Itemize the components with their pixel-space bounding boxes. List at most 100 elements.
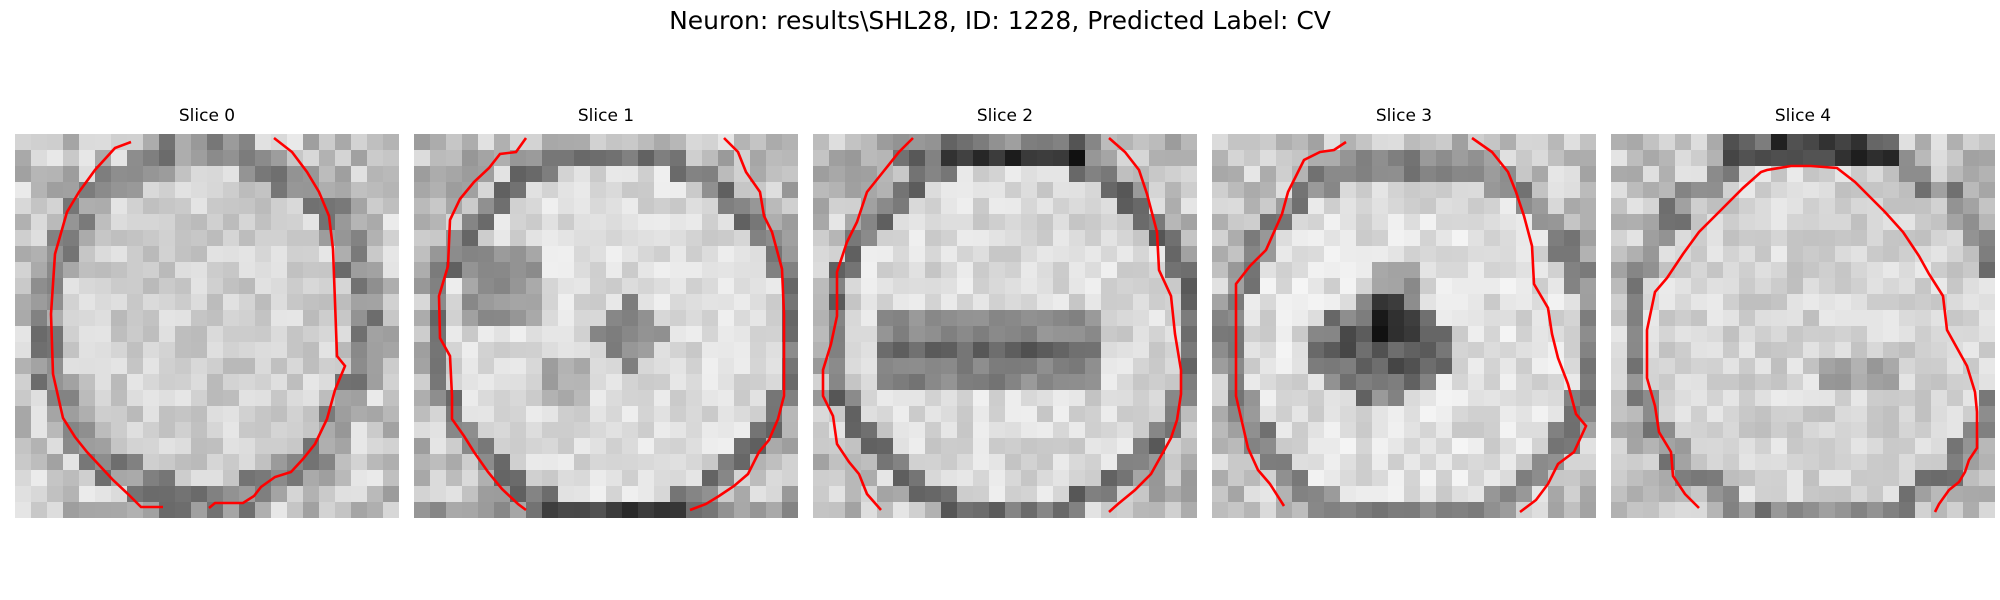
pixel: [1835, 406, 1852, 423]
pixel: [1053, 150, 1070, 167]
pixel: [1388, 454, 1405, 471]
pixel: [239, 150, 256, 167]
pixel: [191, 310, 208, 327]
pixel: [1979, 246, 1995, 263]
pixel: [686, 406, 703, 423]
pixel: [1516, 278, 1533, 295]
pixel: [909, 390, 926, 407]
pixel: [31, 198, 48, 215]
pixel: [1723, 182, 1740, 199]
pixel: [670, 246, 687, 263]
pixel: [877, 214, 894, 231]
pixel: [702, 246, 719, 263]
pixel: [303, 390, 320, 407]
pixel: [1931, 454, 1948, 471]
pixel: [1005, 278, 1022, 295]
pixel: [1659, 230, 1676, 247]
pixel: [1372, 358, 1389, 375]
pixel: [1420, 198, 1437, 215]
pixel: [750, 166, 767, 183]
pixel: [1117, 358, 1134, 375]
pixel: [1611, 470, 1628, 487]
pixel: [877, 294, 894, 311]
pixel: [877, 470, 894, 487]
pixel: [414, 262, 431, 279]
pixel: [734, 214, 751, 231]
pixel: [494, 310, 511, 327]
pixel: [1037, 214, 1054, 231]
pixel: [1819, 502, 1836, 518]
pixel: [1452, 486, 1469, 503]
pixel: [1723, 166, 1740, 183]
pixel: [1085, 502, 1102, 518]
pixel: [1484, 358, 1501, 375]
pixel: [414, 278, 431, 295]
pixel: [1867, 342, 1884, 359]
slice-pixels-3: [1212, 134, 1596, 518]
pixel: [1723, 390, 1740, 407]
pixel: [845, 438, 862, 455]
pixel: [159, 214, 176, 231]
pixel: [1212, 230, 1229, 247]
pixel: [335, 310, 352, 327]
pixel: [1979, 374, 1995, 391]
pixel: [1260, 342, 1277, 359]
pixel: [622, 454, 639, 471]
pixel: [159, 230, 176, 247]
pixel: [1643, 390, 1660, 407]
pixel: [782, 278, 798, 295]
pixel: [1149, 390, 1166, 407]
pixel: [973, 454, 990, 471]
pixel: [558, 294, 575, 311]
pixel: [1436, 438, 1453, 455]
pixel: [1580, 246, 1596, 263]
pixel: [15, 454, 32, 471]
pixel: [1053, 390, 1070, 407]
pixel: [383, 326, 399, 343]
pixel: [1276, 134, 1293, 151]
pixel: [606, 134, 623, 151]
pixel: [590, 294, 607, 311]
pixel: [734, 438, 751, 455]
pixel: [1659, 310, 1676, 327]
pixel: [718, 150, 735, 167]
pixel: [526, 326, 543, 343]
pixel: [1500, 422, 1517, 439]
pixel: [127, 422, 144, 439]
pixel: [1819, 230, 1836, 247]
pixel: [1404, 326, 1421, 343]
pixel: [1484, 230, 1501, 247]
pixel: [893, 230, 910, 247]
pixel: [127, 278, 144, 295]
pixel: [175, 422, 192, 439]
pixel: [1580, 486, 1596, 503]
pixel: [989, 150, 1006, 167]
pixel: [1404, 182, 1421, 199]
pixel: [1564, 326, 1581, 343]
pixel: [941, 134, 958, 151]
pixel: [670, 230, 687, 247]
pixel: [1787, 422, 1804, 439]
pixel: [1883, 182, 1900, 199]
pixel: [1324, 358, 1341, 375]
pixel: [941, 342, 958, 359]
pixel: [1643, 198, 1660, 215]
pixel: [1388, 166, 1405, 183]
pixel: [1165, 262, 1182, 279]
pixel: [877, 262, 894, 279]
pixel: [239, 246, 256, 263]
pixel: [127, 358, 144, 375]
pixel: [1276, 342, 1293, 359]
pixel: [79, 422, 96, 439]
pixel: [1133, 406, 1150, 423]
pixel: [335, 406, 352, 423]
pixel: [1691, 406, 1708, 423]
pixel: [925, 182, 942, 199]
pixel: [1643, 358, 1660, 375]
pixel: [718, 230, 735, 247]
pixel: [303, 406, 320, 423]
pixel: [1436, 246, 1453, 263]
pixel: [1915, 310, 1932, 327]
pixel: [893, 326, 910, 343]
pixel: [1101, 166, 1118, 183]
